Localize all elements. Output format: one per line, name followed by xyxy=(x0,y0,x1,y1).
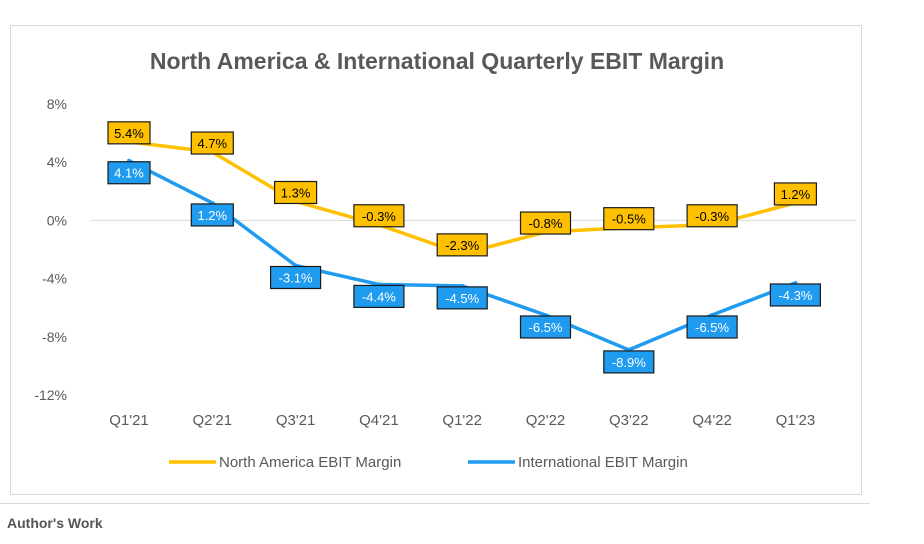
x-tick-label: Q4'21 xyxy=(359,412,399,429)
data-label: -6.5% xyxy=(529,320,563,335)
data-label-box xyxy=(436,233,488,257)
data-label-box xyxy=(353,284,405,309)
data-label-box xyxy=(436,286,488,310)
data-label: -0.3% xyxy=(362,209,396,224)
chart-title: North America & International Quarterly … xyxy=(150,48,724,74)
data-label-box xyxy=(353,204,405,228)
legend-label: International EBIT Margin xyxy=(518,454,688,471)
data-label-box xyxy=(686,315,738,339)
x-tick-label: Q2'22 xyxy=(526,412,566,429)
chart-frame: North America & International Quarterly … xyxy=(10,25,862,495)
data-label: -0.3% xyxy=(695,209,729,224)
x-tick-label: Q1'22 xyxy=(442,412,482,429)
legend: North America EBIT Margin International E… xyxy=(169,454,688,471)
data-label: -4.4% xyxy=(362,289,396,304)
data-label: -8.9% xyxy=(612,355,646,370)
data-label-box xyxy=(190,131,234,155)
y-tick-label: -4% xyxy=(42,271,67,287)
chart-svg: North America & International Quarterly … xyxy=(34,48,856,471)
data-label-box xyxy=(603,350,655,374)
y-tick-label: 4% xyxy=(47,154,67,170)
data-label: -6.5% xyxy=(695,320,729,335)
data-label-box xyxy=(603,207,655,231)
label-layer: 5.4% 4.7% 1.3% -0.3% -2.3% -0.8% -0.5% -0.3% 1.2… xyxy=(107,121,822,374)
data-label: 1.3% xyxy=(281,185,311,200)
data-label-box xyxy=(686,204,738,228)
y-tick-label: -8% xyxy=(42,329,67,345)
x-tick-label: Q3'22 xyxy=(609,412,649,429)
y-tick-label: -12% xyxy=(34,387,67,403)
axis-layer: 8% 4% 0% -4% -8% -12% Q1'21 Q2'21 Q3'21 Q4'21 Q1'2… xyxy=(34,96,856,429)
data-label: -2.3% xyxy=(445,238,479,253)
x-tick-label: Q1'23 xyxy=(776,412,816,429)
data-label-box xyxy=(773,182,818,206)
data-label: -3.1% xyxy=(279,271,313,286)
data-label-box xyxy=(190,203,234,227)
data-label: 1.2% xyxy=(197,208,227,223)
x-tick-label: Q1'21 xyxy=(109,412,149,429)
data-label-box xyxy=(519,211,572,235)
y-tick-label: 8% xyxy=(47,96,67,112)
data-label: 5.4% xyxy=(114,126,144,141)
data-label: -4.5% xyxy=(445,291,479,306)
data-label-box xyxy=(270,265,322,290)
data-label: -4.3% xyxy=(778,288,812,303)
divider xyxy=(0,503,870,504)
data-label-box xyxy=(107,161,151,185)
data-label-box xyxy=(107,121,151,145)
x-tick-label: Q4'22 xyxy=(692,412,732,429)
data-label: 1.2% xyxy=(781,187,811,202)
x-tick-label: Q2'21 xyxy=(193,412,233,429)
data-label: 4.7% xyxy=(197,136,227,151)
x-tick-label: Q3'21 xyxy=(276,412,316,429)
legend-label: North America EBIT Margin xyxy=(219,454,401,471)
data-label-box xyxy=(769,283,822,307)
y-tick-label: 0% xyxy=(47,212,67,228)
data-label: 4.1% xyxy=(114,166,144,181)
data-label-box xyxy=(274,180,318,205)
data-label-box xyxy=(519,315,572,339)
caption: Author's Work xyxy=(7,515,103,531)
data-label: -0.5% xyxy=(612,212,646,227)
data-label: -0.8% xyxy=(529,216,563,231)
